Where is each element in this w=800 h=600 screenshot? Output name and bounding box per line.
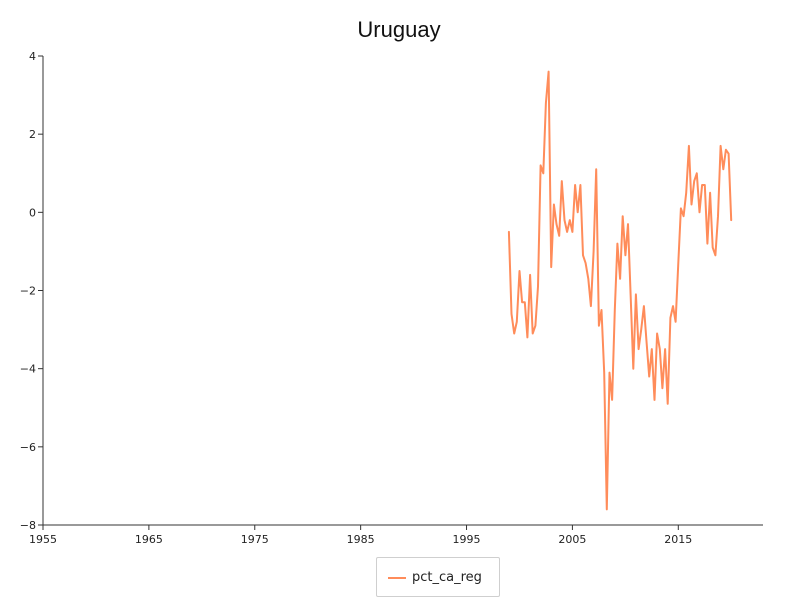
legend-label-pct-ca-reg: pct_ca_reg xyxy=(412,570,482,585)
x-tick-label: 2005 xyxy=(558,533,586,546)
y-axis: 4 2 0 −2 −4 −6 −8 xyxy=(20,50,44,532)
y-tick-label: 0 xyxy=(29,206,36,219)
x-tick-label: 1965 xyxy=(135,533,163,546)
x-tick-label: 1955 xyxy=(29,533,57,546)
legend-swatch-pct-ca-reg xyxy=(388,577,406,579)
x-tick-label: 2015 xyxy=(664,533,692,546)
y-tick-label: −8 xyxy=(20,519,36,532)
y-tick-label: −2 xyxy=(20,285,36,298)
y-tick-label: 2 xyxy=(29,128,36,141)
legend[interactable]: pct_ca_reg xyxy=(376,557,500,597)
series-line-pct-ca-reg xyxy=(507,70,733,511)
y-tick-label: 4 xyxy=(29,50,36,63)
x-tick-label: 1985 xyxy=(347,533,375,546)
y-tick-label: −4 xyxy=(20,363,36,376)
chart-title: Uruguay xyxy=(357,17,440,42)
y-tick-label: −6 xyxy=(20,441,36,454)
x-axis: 1955 1965 1975 1985 1995 2005 2015 xyxy=(29,524,763,546)
x-tick-label: 1995 xyxy=(453,533,481,546)
x-tick-label: 1975 xyxy=(241,533,269,546)
series-layer xyxy=(507,70,733,511)
